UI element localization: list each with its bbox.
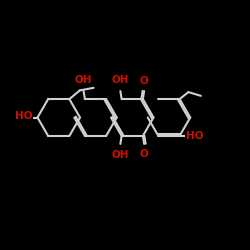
Text: HO: HO: [186, 131, 204, 141]
Text: OH: OH: [75, 75, 92, 85]
Text: OH: OH: [112, 75, 129, 85]
Text: O: O: [140, 149, 148, 159]
Text: OH: OH: [112, 150, 129, 160]
Text: O: O: [140, 76, 148, 86]
Text: HO: HO: [14, 111, 32, 121]
